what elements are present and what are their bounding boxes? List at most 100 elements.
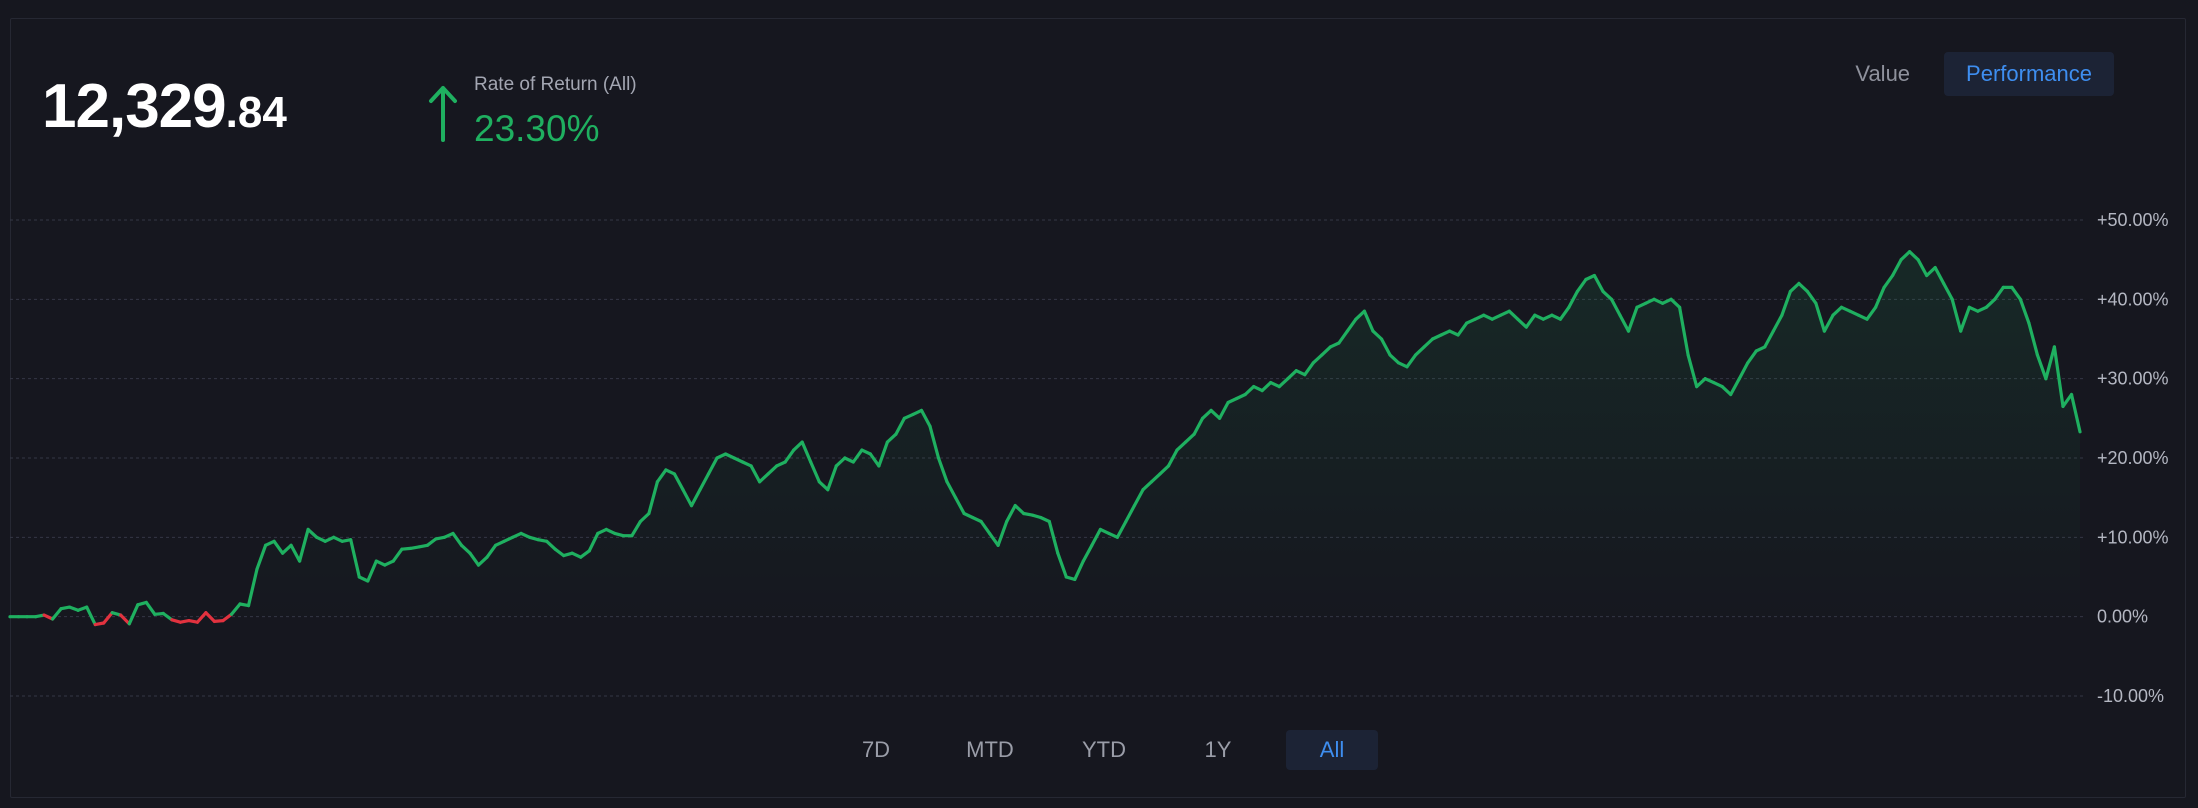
- performance-line-segment: [1677, 305, 1690, 357]
- performance-line-segment: [1907, 250, 1920, 262]
- performance-line-segment: [638, 511, 651, 524]
- performance-line-segment: [161, 611, 174, 622]
- performance-line-segment: [2010, 285, 2023, 301]
- performance-line-segment: [1882, 273, 1895, 289]
- performance-line-segment: [1942, 281, 1954, 301]
- performance-line-segment: [1959, 305, 1971, 333]
- performance-line-segment: [800, 440, 813, 464]
- y-tick-label: +10.00%: [2097, 527, 2169, 547]
- performance-line-segment: [1831, 305, 1844, 317]
- performance-line-segment: [1175, 440, 1188, 452]
- performance-line-segment: [1183, 432, 1196, 444]
- portfolio-value-integer: 12,329: [42, 72, 227, 141]
- performance-line-segment: [144, 600, 157, 616]
- performance-line-segment: [987, 531, 1000, 547]
- performance-line-segment: [1115, 519, 1128, 539]
- range-ytd-button[interactable]: YTD: [1082, 737, 1126, 762]
- performance-line-segment: [1345, 317, 1358, 333]
- performance-line-segment: [826, 464, 838, 492]
- performance-line-segment: [766, 464, 779, 476]
- performance-line-segment: [1286, 369, 1298, 381]
- view-toggle: Value Performance: [1833, 52, 2114, 96]
- performance-line-segment: [2069, 392, 2082, 434]
- performance-line-segment: [485, 543, 498, 559]
- range-all-button[interactable]: All: [1286, 730, 1378, 770]
- portfolio-value-decimal: .84: [225, 88, 287, 137]
- performance-line-segment: [1354, 309, 1367, 321]
- performance-line-segment: [1056, 551, 1068, 579]
- performance-line-segment: [996, 519, 1009, 547]
- performance-line-segment: [749, 464, 762, 484]
- performance-line-segment: [1456, 321, 1469, 337]
- performance-line-segment: [553, 547, 566, 558]
- performance-line-segment: [1822, 313, 1835, 333]
- performance-line-segment: [1984, 297, 1997, 309]
- performance-line-segment: [366, 559, 378, 583]
- performance-line-segment: [1916, 258, 1929, 278]
- performance-line-segment: [809, 460, 821, 484]
- performance-line-segment: [1005, 504, 1017, 524]
- performance-line-segment: [1993, 285, 2005, 301]
- rate-of-return-label: Rate of Return (All): [474, 74, 637, 95]
- performance-line-segment: [936, 456, 949, 484]
- performance-line-segment: [698, 472, 711, 492]
- performance-line-segment: [306, 527, 319, 539]
- performance-line-segment: [1567, 289, 1580, 309]
- performance-line-segment: [587, 531, 600, 553]
- performance-line-segment: [1303, 361, 1315, 377]
- performance-line-segment: [476, 555, 489, 567]
- performance-view-button[interactable]: Performance: [1944, 52, 2114, 96]
- performance-line-segment: [1405, 353, 1418, 369]
- performance-line-segment: [1686, 353, 1699, 389]
- performance-line-segment: [1192, 416, 1205, 436]
- performance-line-segment: [706, 456, 719, 476]
- performance-line-segment: [681, 488, 694, 508]
- y-tick-label: -10.00%: [2097, 686, 2164, 706]
- performance-line-segment: [246, 567, 259, 608]
- performance-line-segment: [1337, 329, 1350, 345]
- performance-line-segment: [1320, 345, 1333, 357]
- performance-line-segment: [1899, 250, 1912, 262]
- performance-line-segment: [1805, 289, 1818, 305]
- performance-line-segment: [1311, 353, 1324, 365]
- y-tick-label: 0.00%: [2097, 607, 2148, 627]
- performance-line-segment: [451, 531, 464, 547]
- performance-area: [10, 251, 2080, 625]
- performance-line-segment: [1626, 305, 1639, 333]
- performance-line-segment: [1371, 329, 1384, 341]
- range-mtd-button[interactable]: MTD: [966, 737, 1014, 762]
- range-1y-button[interactable]: 1Y: [1204, 737, 1232, 762]
- range-7d-button[interactable]: 7D: [861, 737, 891, 762]
- performance-line-segment: [894, 416, 907, 436]
- performance-line-segment: [1720, 385, 1733, 397]
- performance-line-segment: [1149, 472, 1162, 484]
- arrow-up-icon: [429, 86, 457, 142]
- performance-line-segment: [229, 602, 242, 616]
- performance-line-segment: [545, 539, 557, 551]
- performance-line-segment: [1797, 281, 1810, 293]
- performance-line-segment: [579, 549, 591, 559]
- performance-line-segment: [792, 440, 804, 452]
- performance-line-segment: [1609, 297, 1622, 317]
- performance-line-segment: [928, 424, 941, 460]
- performance-line-segment: [1669, 297, 1682, 309]
- performance-line-segment: [1422, 337, 1435, 349]
- performance-line-segment: [1158, 464, 1171, 476]
- performance-line-segment: [425, 537, 438, 547]
- performance-line-segment: [817, 480, 830, 492]
- performance-line-segment: [1047, 519, 1060, 555]
- value-view-button[interactable]: Value: [1855, 61, 1911, 86]
- performance-line-segment: [1729, 377, 1741, 397]
- y-tick-label: +40.00%: [2097, 289, 2169, 309]
- performance-line-segment: [783, 448, 796, 464]
- performance-line-segment: [281, 543, 293, 555]
- performance-line-segment: [127, 603, 140, 626]
- performance-line-segment: [1124, 504, 1137, 524]
- performance-line-segment: [391, 547, 404, 563]
- performance-line-segment: [945, 480, 958, 500]
- portfolio-value: 12,329.84: [42, 76, 287, 138]
- performance-line-segment: [459, 543, 472, 555]
- performance-line-segment: [953, 496, 966, 516]
- performance-line-segment: [272, 539, 285, 555]
- performance-line-segment: [1200, 408, 1213, 420]
